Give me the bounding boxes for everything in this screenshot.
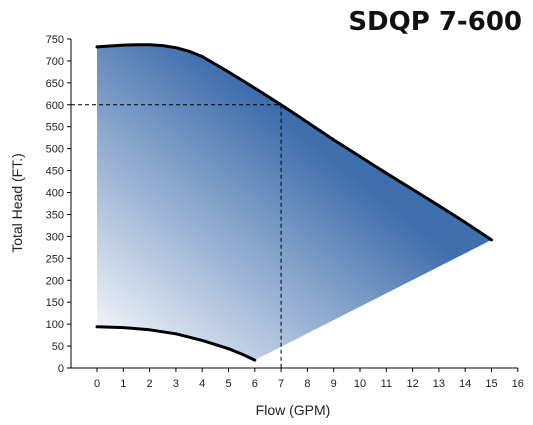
x-tick-label: 3 (173, 378, 179, 390)
x-tick-label: 8 (304, 378, 310, 390)
chart-title: SDQP 7-600 (348, 7, 522, 37)
y-tick-label: 650 (46, 78, 64, 90)
x-tick-label: 7 (278, 378, 284, 390)
y-tick-label: 150 (46, 297, 64, 309)
y-tick-label: 200 (46, 275, 64, 287)
y-tick-label: 300 (46, 231, 64, 243)
y-tick-label: 250 (46, 253, 64, 265)
x-tick-label: 2 (147, 378, 153, 390)
y-axis-label: Total Head (FT.) (9, 153, 25, 253)
operating-region-fill (97, 44, 492, 361)
x-tick-label: 11 (381, 378, 392, 390)
x-tick-label: 13 (433, 378, 445, 390)
y-tick-label: 400 (46, 188, 64, 200)
y-tick-label: 750 (46, 34, 64, 46)
x-tick-label: 14 (459, 378, 471, 390)
plot-area (71, 43, 493, 368)
x-tick-label: 4 (199, 378, 205, 390)
upper-performance-curve (95, 43, 493, 242)
axes: 0501001502002503003504004505005506006507… (46, 34, 524, 390)
x-tick-label: 16 (512, 378, 524, 390)
x-axis-label: Flow (GPM) (256, 402, 331, 418)
y-tick-label: 550 (46, 122, 64, 134)
y-tick-label: 350 (46, 209, 64, 221)
x-tick-label: 5 (225, 378, 231, 390)
x-tick-label: 0 (94, 378, 100, 390)
x-tick-label: 10 (354, 378, 366, 390)
lower-performance-curve (95, 325, 257, 362)
y-tick-label: 600 (46, 100, 64, 112)
y-tick-label: 100 (46, 319, 64, 331)
x-tick-label: 9 (331, 378, 337, 390)
y-tick-label: 450 (46, 166, 64, 178)
x-tick-label: 6 (252, 378, 258, 390)
y-tick-label: 0 (58, 363, 64, 375)
x-tick-label: 15 (485, 378, 497, 390)
y-tick-label: 500 (46, 144, 64, 156)
x-tick-label: 1 (120, 378, 126, 390)
y-tick-label: 700 (46, 56, 64, 68)
y-tick-label: 50 (52, 341, 64, 353)
x-tick-label: 12 (406, 378, 418, 390)
